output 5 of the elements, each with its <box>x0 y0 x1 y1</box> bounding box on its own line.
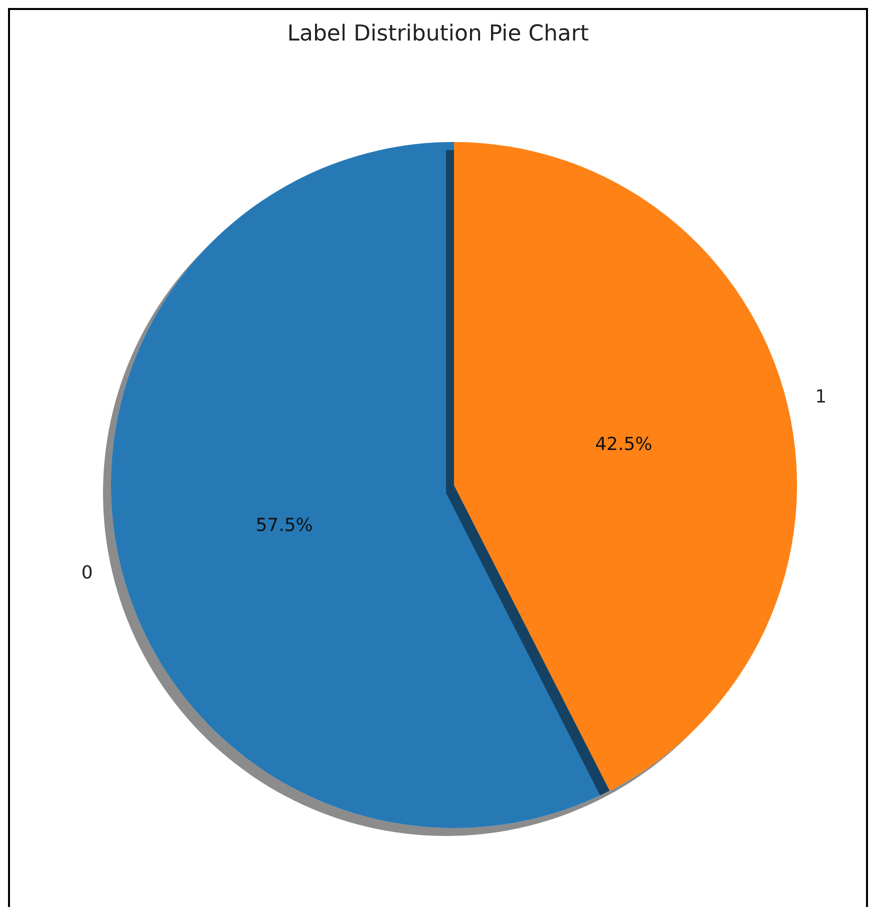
slice-label: 0 <box>81 562 93 584</box>
data-label: 42.5% <box>595 434 652 455</box>
slice-label: 1 <box>815 386 827 408</box>
data-label: 57.5% <box>256 515 313 536</box>
chart-title: Label Distribution Pie Chart <box>287 22 590 46</box>
